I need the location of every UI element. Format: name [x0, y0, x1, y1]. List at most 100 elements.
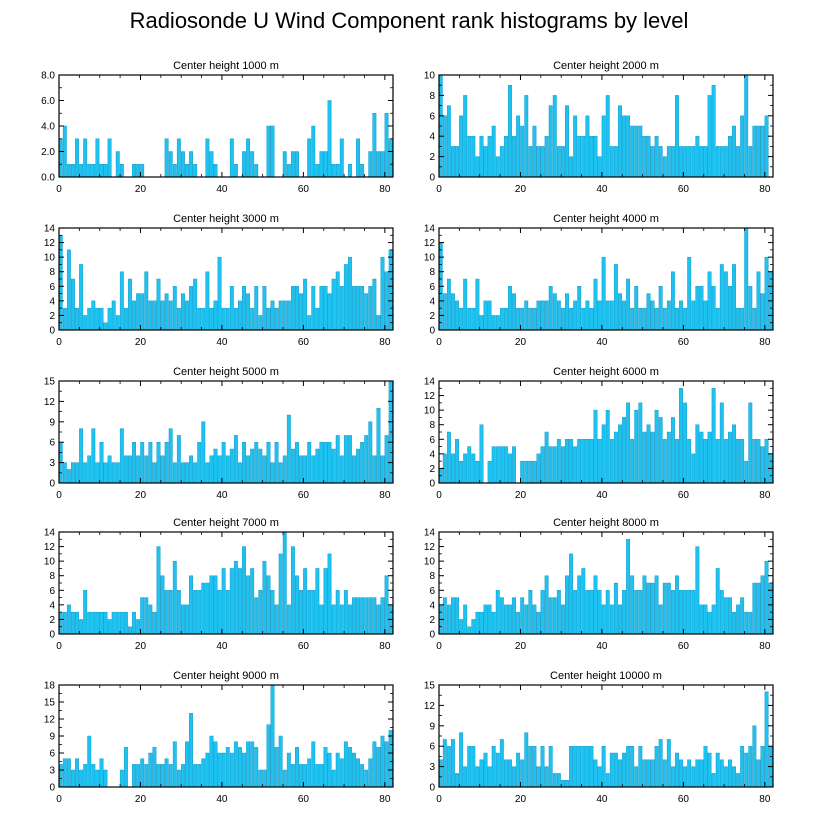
- histogram-bar: [565, 105, 569, 178]
- histogram-bar: [707, 95, 712, 178]
- histogram-bar: [503, 604, 508, 635]
- histogram-bar: [79, 428, 84, 484]
- histogram-bar: [213, 164, 218, 178]
- histogram-bar: [760, 125, 765, 178]
- histogram-bar: [634, 286, 639, 331]
- histogram-bar: [573, 746, 578, 788]
- figure-title: Radiosonde U Wind Component rank histogr…: [129, 8, 689, 33]
- histogram-bar: [475, 460, 480, 484]
- histogram-bar: [372, 741, 377, 788]
- y-tick-label: 8.0: [41, 71, 55, 82]
- histogram-bar: [152, 462, 157, 484]
- histogram-bar: [384, 271, 389, 331]
- x-tick-label: 0: [436, 337, 442, 348]
- histogram-bar: [364, 769, 369, 788]
- histogram-bar: [348, 164, 352, 178]
- y-tick-label: 8: [429, 91, 435, 102]
- histogram-bar: [136, 619, 141, 635]
- histogram-bar: [723, 597, 728, 635]
- histogram-bar: [91, 300, 96, 331]
- y-tick-label: 14: [424, 224, 436, 235]
- histogram-bar: [368, 151, 373, 178]
- histogram-bar: [213, 741, 218, 788]
- histogram-bar: [491, 746, 496, 788]
- histogram-bar: [744, 460, 749, 484]
- histogram-bar: [707, 752, 712, 788]
- histogram-bar: [744, 752, 749, 788]
- histogram-bar: [295, 442, 299, 484]
- x-tick-label: 40: [216, 490, 228, 501]
- histogram-bar: [723, 439, 728, 484]
- x-tick-label: 40: [596, 184, 608, 195]
- histogram-bar: [107, 307, 112, 331]
- histogram-bar: [605, 95, 610, 178]
- histogram-bar: [311, 125, 316, 178]
- histogram-bar: [168, 300, 173, 331]
- histogram-bar: [687, 759, 692, 788]
- histogram-bar: [71, 278, 75, 331]
- histogram-bar: [630, 439, 635, 484]
- histogram-bar: [748, 611, 753, 635]
- histogram-bar: [119, 271, 124, 331]
- histogram-bar: [107, 619, 112, 635]
- histogram-bar: [189, 713, 194, 788]
- histogram-bar: [331, 164, 336, 178]
- histogram-bar: [573, 115, 578, 178]
- histogram-bar: [193, 764, 198, 788]
- x-tick-label: 60: [678, 490, 690, 501]
- histogram-bar: [666, 300, 671, 331]
- histogram-bar: [593, 409, 598, 484]
- histogram-bar: [548, 286, 553, 331]
- histogram-bar: [71, 769, 75, 788]
- histogram-bar: [278, 553, 283, 635]
- histogram-bar: [605, 590, 610, 635]
- y-tick-label: 6: [49, 282, 55, 293]
- histogram-bar: [87, 611, 92, 635]
- x-tick-label: 40: [596, 794, 608, 805]
- histogram-bar: [581, 568, 586, 635]
- histogram-bar: [683, 766, 688, 788]
- histogram-bar: [499, 446, 504, 484]
- histogram-bar: [707, 431, 712, 484]
- histogram-bar: [752, 725, 757, 788]
- x-tick-label: 60: [678, 337, 690, 348]
- histogram-bar: [605, 300, 610, 331]
- histogram-bar: [679, 388, 683, 484]
- histogram-bar: [483, 146, 488, 178]
- histogram-bar: [144, 764, 149, 788]
- x-tick-label: 20: [515, 184, 527, 195]
- histogram-bar: [691, 766, 696, 788]
- histogram-bar: [176, 307, 181, 331]
- panel-title: Center height 1000 m: [173, 60, 279, 72]
- histogram-bar: [711, 84, 716, 178]
- histogram-bar: [475, 278, 480, 331]
- histogram-bar: [670, 417, 675, 484]
- histogram-bar: [626, 402, 631, 484]
- histogram-bar: [471, 453, 476, 484]
- histogram-bar: [561, 446, 565, 484]
- histogram-bar: [95, 462, 100, 484]
- histogram-bar: [83, 462, 88, 484]
- histogram-bar: [479, 611, 484, 635]
- histogram-bar: [459, 460, 464, 484]
- histogram-bar: [270, 462, 275, 484]
- y-tick-label: 6: [429, 435, 435, 446]
- histogram-bar: [736, 439, 741, 484]
- histogram-bar: [618, 604, 622, 635]
- histogram-bar: [622, 115, 626, 178]
- x-tick-label: 60: [298, 794, 310, 805]
- histogram-bar: [91, 611, 96, 635]
- histogram-bar: [520, 597, 525, 635]
- histogram-bar: [123, 747, 128, 788]
- histogram-bar: [266, 724, 271, 788]
- histogram-bar: [662, 307, 667, 331]
- histogram-bar: [699, 431, 704, 484]
- histogram-bar: [266, 575, 271, 635]
- histogram-bar: [209, 307, 214, 331]
- histogram-bar: [516, 115, 521, 178]
- histogram-bar: [148, 604, 153, 635]
- histogram-bar: [467, 135, 472, 178]
- histogram-bar: [87, 735, 92, 788]
- histogram-bar: [352, 455, 356, 484]
- histogram-bar: [238, 568, 242, 635]
